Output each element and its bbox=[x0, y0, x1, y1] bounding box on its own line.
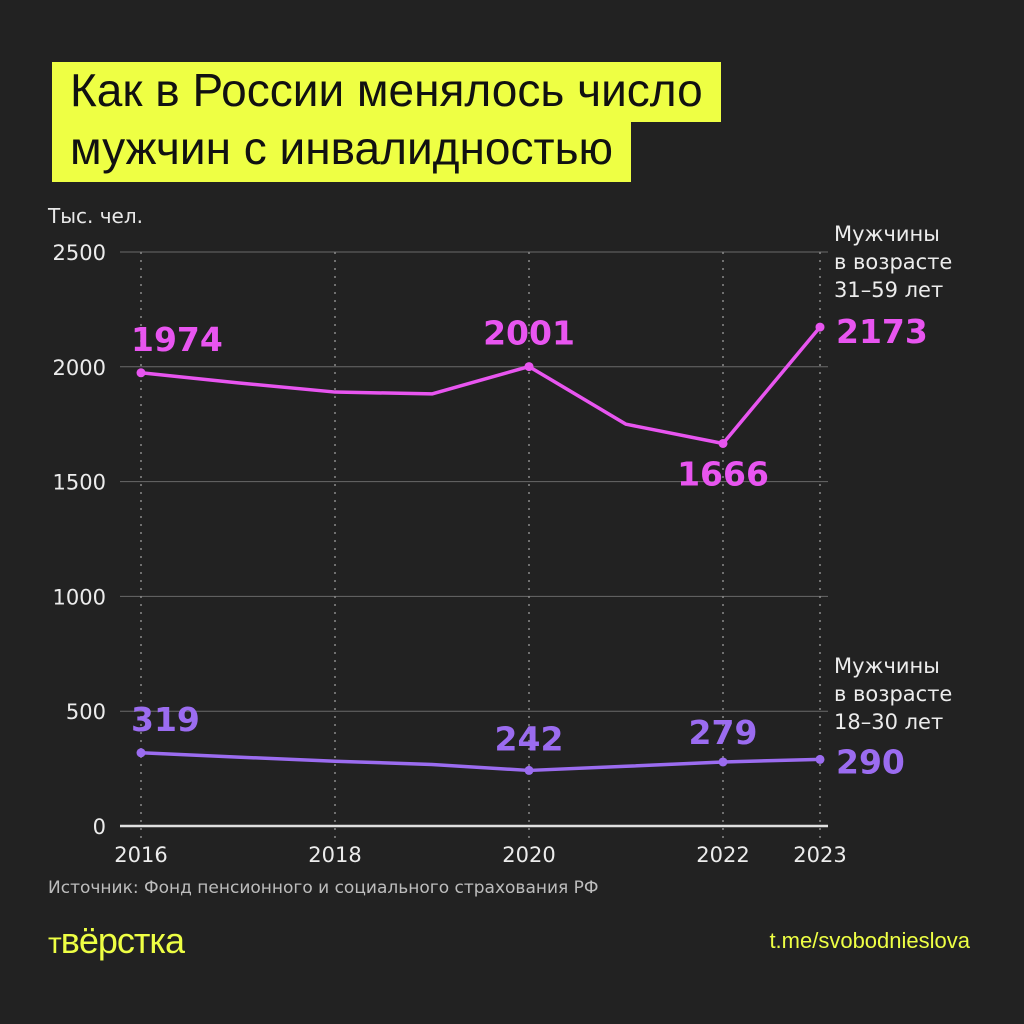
data-point bbox=[524, 765, 534, 775]
data-point bbox=[815, 322, 825, 332]
legend-series-31-59: Мужчины в возрасте 31–59 лет bbox=[834, 220, 952, 304]
legend-line: Мужчины bbox=[834, 654, 940, 678]
data-point bbox=[136, 748, 146, 758]
series-line bbox=[140, 325, 822, 446]
data-label: 2173 bbox=[836, 312, 928, 351]
series-line bbox=[140, 751, 821, 773]
data-point bbox=[718, 438, 728, 448]
y-tick-label: 1000 bbox=[53, 585, 106, 609]
telegram-link[interactable]: t.me/svobodnieslova bbox=[769, 928, 970, 953]
y-tick-label: 2000 bbox=[53, 356, 106, 380]
data-label: 319 bbox=[131, 700, 200, 739]
chart-title-line1: Как в России менялось число bbox=[52, 62, 721, 122]
legend-line: в возрасте bbox=[834, 250, 953, 274]
data-point bbox=[718, 757, 728, 767]
data-label: 242 bbox=[495, 719, 564, 758]
y-tick-label: 0 bbox=[93, 815, 106, 839]
legend-line: Мужчины bbox=[834, 222, 940, 246]
data-label: 1974 bbox=[131, 320, 223, 359]
legend-line: 31–59 лет bbox=[834, 278, 944, 302]
data-label: 290 bbox=[836, 742, 905, 781]
x-tick-label: 2023 bbox=[793, 843, 846, 867]
y-tick-label: 2500 bbox=[53, 241, 106, 265]
y-tick-label: 1500 bbox=[53, 471, 106, 495]
y-tick-label: 500 bbox=[66, 700, 106, 724]
data-label: 2001 bbox=[483, 314, 575, 353]
brand-logo: твёрстка bbox=[48, 920, 185, 961]
legend-series-18-30: Мужчины в возрасте 18–30 лет bbox=[834, 652, 952, 736]
legend-line: 18–30 лет bbox=[834, 710, 944, 734]
data-point bbox=[136, 368, 146, 378]
data-point bbox=[524, 362, 534, 372]
legend-line: в возрасте bbox=[834, 682, 953, 706]
data-label: 1666 bbox=[677, 454, 769, 493]
x-tick-label: 2020 bbox=[502, 843, 555, 867]
x-tick-label: 2022 bbox=[696, 843, 749, 867]
data-label: 279 bbox=[689, 713, 758, 752]
x-tick-label: 2018 bbox=[308, 843, 361, 867]
source-note: Источник: Фонд пенсионного и социального… bbox=[48, 878, 599, 898]
x-tick-label: 2016 bbox=[114, 843, 167, 867]
y-axis-unit-label: Тыс. чел. bbox=[48, 204, 143, 228]
chart-title-line2: мужчин с инвалидностью bbox=[52, 120, 632, 182]
data-point bbox=[815, 754, 825, 764]
